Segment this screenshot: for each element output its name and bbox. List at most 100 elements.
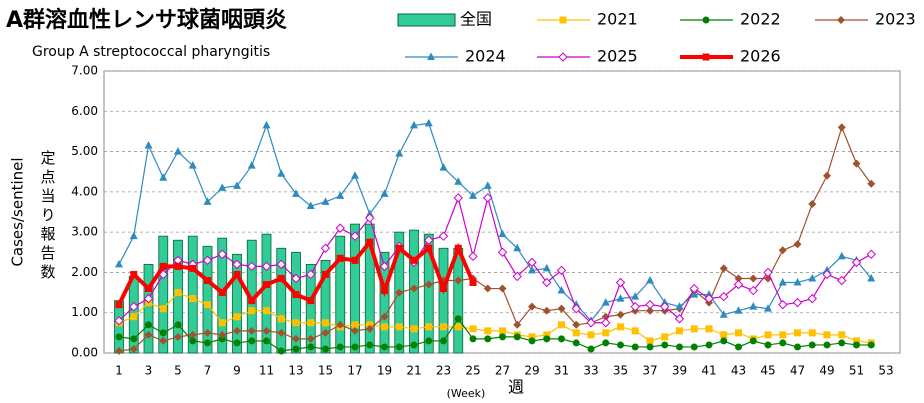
point — [159, 329, 167, 337]
point — [705, 341, 713, 349]
legend-label: 2023 — [875, 10, 916, 29]
point — [233, 270, 241, 278]
point — [203, 197, 212, 205]
point — [115, 333, 123, 341]
point — [587, 331, 595, 339]
point — [366, 238, 374, 246]
x-tick-label: 51 — [849, 364, 864, 378]
point — [425, 244, 433, 252]
x-tick-label: 45 — [760, 364, 775, 378]
point — [335, 223, 345, 233]
point — [646, 337, 654, 345]
y-tick-label: 3.00 — [71, 225, 98, 239]
point — [410, 284, 418, 293]
legend-label: 2021 — [597, 10, 638, 29]
y-axis-label-ja: 定点当り報告数 — [39, 150, 57, 283]
point — [307, 319, 315, 327]
point — [366, 321, 374, 329]
point — [189, 264, 197, 272]
x-tick-label: 15 — [318, 364, 333, 378]
point — [853, 341, 860, 349]
point — [114, 316, 124, 326]
x-tick-label: 43 — [731, 364, 746, 378]
point — [838, 331, 846, 339]
point — [646, 343, 654, 351]
point — [823, 341, 831, 349]
point — [469, 325, 477, 333]
point — [381, 287, 388, 295]
chart-title: A群溶血性レンサ球菌咽頭炎 — [6, 7, 287, 33]
point — [837, 123, 846, 132]
point — [233, 313, 241, 321]
point — [483, 181, 492, 189]
point — [322, 345, 329, 353]
series-line — [118, 122, 872, 322]
point — [204, 301, 211, 309]
point — [277, 347, 285, 355]
point — [837, 251, 846, 260]
point — [851, 257, 862, 268]
point — [440, 323, 447, 331]
point — [202, 255, 213, 266]
point — [336, 191, 345, 199]
point — [764, 341, 772, 349]
point — [720, 337, 728, 345]
point — [690, 343, 698, 351]
bar — [291, 251, 301, 354]
point — [660, 298, 669, 306]
point — [808, 273, 817, 282]
point — [218, 330, 227, 339]
x-tick-label: 13 — [288, 364, 303, 378]
point — [233, 181, 241, 189]
point — [292, 189, 300, 197]
point — [144, 141, 153, 149]
point — [365, 209, 374, 218]
x-tick-label: 11 — [259, 364, 274, 378]
point — [572, 339, 580, 347]
point — [291, 273, 301, 284]
bar — [335, 235, 346, 354]
x-tick-label: 33 — [583, 364, 598, 378]
point — [336, 320, 345, 329]
point — [379, 261, 390, 272]
point — [719, 291, 729, 302]
x-tick-label: 23 — [436, 364, 451, 378]
point — [440, 285, 447, 293]
point — [527, 257, 537, 268]
point — [586, 318, 596, 328]
x-tick-label: 17 — [347, 364, 362, 378]
point — [145, 285, 152, 293]
x-tick-label: 39 — [672, 364, 687, 378]
point — [631, 292, 640, 300]
point — [512, 271, 522, 282]
point — [336, 343, 344, 351]
point — [115, 301, 123, 309]
point — [218, 289, 226, 297]
point — [189, 337, 197, 345]
point — [793, 278, 802, 286]
point — [557, 286, 566, 294]
point — [159, 173, 168, 181]
x-tick-label: 47 — [790, 364, 805, 378]
point — [292, 319, 300, 327]
point — [469, 335, 477, 343]
x-tick-label: 37 — [642, 364, 657, 378]
point — [365, 213, 375, 223]
point — [380, 312, 389, 321]
point — [410, 120, 418, 129]
point — [366, 341, 374, 349]
bar — [379, 251, 390, 354]
point — [218, 319, 226, 327]
point — [748, 285, 758, 296]
point — [807, 293, 817, 304]
point — [263, 337, 270, 345]
point — [499, 333, 506, 341]
x-tick-label: 21 — [406, 364, 421, 378]
point — [615, 277, 626, 288]
point — [438, 231, 449, 241]
point — [277, 274, 285, 282]
point — [307, 343, 315, 351]
point — [822, 269, 832, 280]
point — [174, 289, 182, 297]
point — [159, 262, 167, 270]
